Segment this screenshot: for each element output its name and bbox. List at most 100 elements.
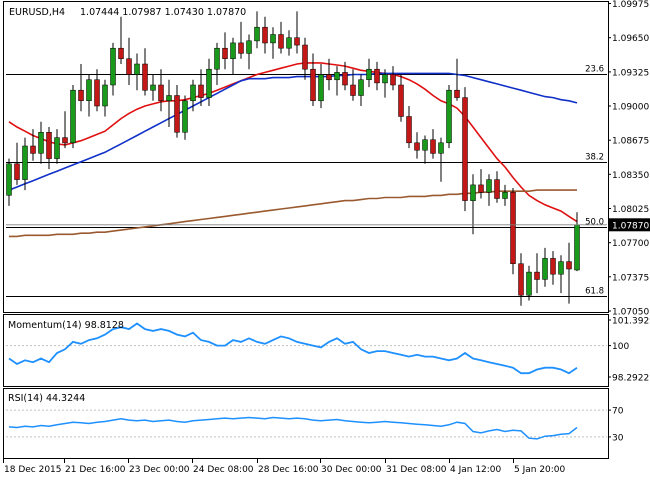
x-tick-label: 18 Dec 2015	[4, 465, 62, 475]
candle-bear	[415, 143, 420, 150]
candle-bull	[255, 27, 260, 41]
chart-ohlc: 1.07444 1.07987 1.07430 1.07870	[80, 7, 246, 18]
candle-bull	[271, 35, 276, 43]
current-price-label: 1.07870	[612, 221, 649, 231]
candle-bull	[447, 90, 452, 143]
ma-line-slow	[9, 190, 577, 236]
price-tick-label: 1.09000	[612, 103, 649, 113]
fib-label: 50.0	[585, 218, 604, 228]
candle-bull	[527, 272, 532, 295]
candle-bear	[567, 262, 572, 269]
candle-bull	[503, 192, 508, 198]
candle-bear	[279, 35, 284, 49]
candle-bull	[183, 101, 188, 133]
x-tick-label: 31 Dec 08:00	[386, 465, 447, 475]
candle-bear	[455, 90, 460, 97]
candle-bull	[71, 90, 76, 143]
candle-bear	[223, 48, 228, 59]
x-tick-label: 5 Jan 20:00	[514, 465, 566, 475]
rsi-title: RSI(14) 44.3244	[8, 393, 85, 404]
candle-bull	[487, 180, 492, 193]
candle-bear	[511, 192, 516, 264]
candle-bull	[335, 72, 340, 79]
candle-bull	[383, 75, 388, 83]
rsi-line	[9, 418, 577, 439]
candle-bear	[303, 45, 308, 69]
rsi-tick-label: 70	[612, 407, 624, 417]
candle-bear	[535, 272, 540, 279]
price-plot: 23.638.250.061.8	[6, 11, 607, 305]
candle-bear	[311, 69, 316, 101]
axes: 1.099751.096501.093251.090001.086751.083…	[4, 0, 650, 475]
candle-bear	[391, 75, 396, 86]
candle-bear	[95, 80, 100, 106]
candle-bear	[175, 96, 180, 133]
fib-label: 23.6	[585, 65, 604, 75]
candle-bear	[463, 98, 468, 201]
price-tick-label: 1.08675	[612, 137, 649, 147]
fib-label: 61.8	[585, 287, 604, 297]
candle-bear	[15, 164, 20, 180]
candle-bull	[87, 80, 92, 101]
candle-bear	[343, 72, 348, 85]
candle-bull	[23, 146, 28, 180]
x-tick-label: 4 Jan 12:00	[450, 465, 502, 475]
candle-bull	[543, 258, 548, 279]
candle-bear	[327, 75, 332, 80]
rsi-tick-label: 30	[612, 433, 624, 443]
candle-bear	[399, 85, 404, 117]
price-tick-label: 1.09650	[612, 34, 649, 44]
candle-bull	[111, 48, 116, 85]
candle-bear	[239, 43, 244, 54]
candle-bear	[47, 132, 52, 158]
rsi-plot	[6, 410, 607, 439]
momentum-tick-label: 100	[612, 342, 629, 352]
x-tick-label: 24 Dec 08:00	[193, 465, 254, 475]
candle-bull	[367, 69, 372, 80]
chart-symbol: EURUSD,H4	[9, 7, 65, 18]
momentum-tick-label: 98.2922	[612, 374, 649, 384]
candle-bull	[151, 85, 156, 90]
candle-bull	[207, 69, 212, 97]
x-tick-label: 30 Dec 00:00	[321, 465, 382, 475]
candle-bull	[575, 225, 580, 270]
candle-bear	[495, 180, 500, 199]
momentum-tick-label: 101.3929	[612, 317, 650, 327]
candle-bear	[295, 38, 300, 45]
candle-bull	[7, 164, 12, 196]
candle-bear	[119, 48, 124, 59]
price-tick-label: 1.08350	[612, 171, 649, 181]
x-tick-label: 23 Dec 00:00	[129, 465, 190, 475]
candle-bear	[519, 264, 524, 296]
price-tick-label: 1.07375	[612, 273, 649, 283]
candle-bull	[103, 85, 108, 106]
ma-line-fast	[9, 63, 577, 222]
candle-bear	[431, 140, 436, 154]
candle-bull	[471, 185, 476, 201]
candle-bull	[215, 48, 220, 69]
candle-bear	[143, 64, 148, 90]
candle-bear	[159, 85, 164, 101]
candle-bull	[423, 140, 428, 151]
candle-bear	[263, 27, 268, 43]
candle-bull	[39, 132, 44, 153]
candle-bull	[231, 43, 236, 59]
candle-bear	[479, 185, 484, 192]
candle-bull	[287, 38, 292, 49]
x-tick-label: 28 Dec 16:00	[258, 465, 319, 475]
candle-bull	[359, 80, 364, 96]
candle-bull	[247, 41, 252, 54]
price-tick-label: 1.07700	[612, 239, 649, 249]
rsi-panel-frame	[4, 389, 609, 459]
candle-bull	[559, 262, 564, 275]
candle-bear	[127, 59, 132, 75]
candle-bear	[551, 258, 556, 274]
candle-bear	[31, 146, 36, 153]
candle-bear	[407, 117, 412, 143]
price-tick-label: 1.08025	[612, 205, 649, 215]
candle-bull	[167, 96, 172, 101]
ma-line-mid	[9, 73, 577, 190]
x-tick-label: 21 Dec 16:00	[65, 465, 126, 475]
